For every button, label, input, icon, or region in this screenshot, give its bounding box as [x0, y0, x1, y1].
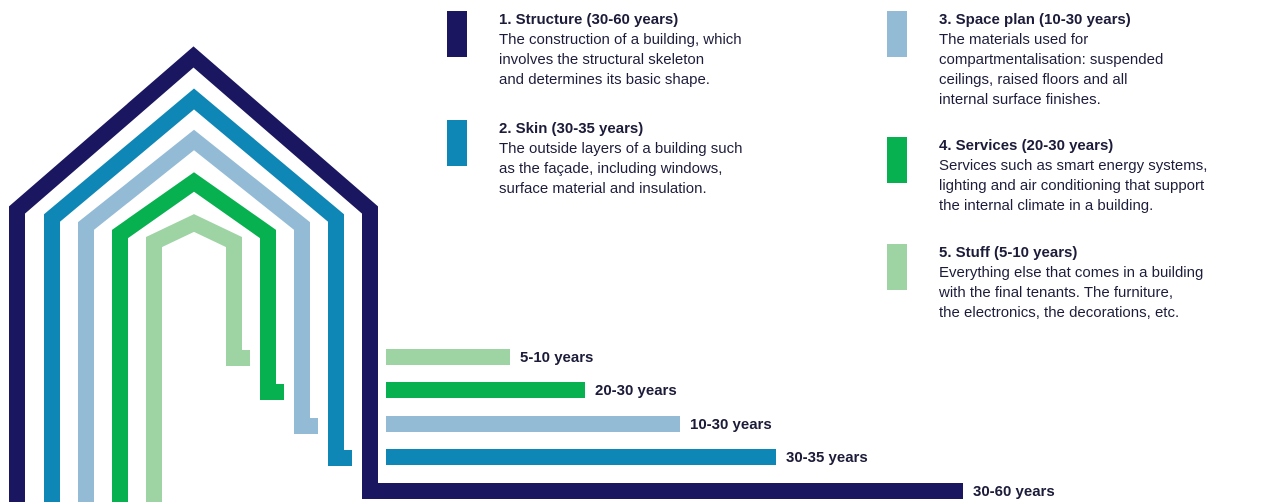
legend-description-services: Services such as smart energy systems, l…: [939, 157, 1208, 214]
bar-label-structure: 30-60 years: [973, 483, 1055, 500]
legend-title-skin: 2. Skin (30-35 years): [499, 120, 644, 137]
legend-swatch-skin: [447, 120, 467, 166]
house-outline-structure: [9, 46, 963, 502]
legend-title-structure: 1. Structure (30-60 years): [499, 11, 679, 28]
bar-label-skin: 30-35 years: [786, 449, 868, 466]
bar-label-space-plan: 10-30 years: [690, 416, 772, 433]
legend-swatch-stuff: [887, 244, 907, 290]
legend-title-space-plan: 3. Space plan (10-30 years): [939, 11, 1131, 28]
legend-description-stuff: Everything else that comes in a building…: [939, 264, 1204, 321]
legend-description-skin: The outside layers of a building such as…: [499, 140, 743, 197]
house-outline-skin: [44, 88, 352, 502]
legend-description-space-plan: The materials used for compartmentalisat…: [939, 31, 1164, 108]
lifespan-bar-space-plan: [386, 416, 680, 432]
lifespan-bar-skin: [386, 449, 776, 465]
lifespan-bar-stuff: [386, 349, 510, 365]
legend-description-structure: The construction of a building, which in…: [499, 31, 742, 88]
legend-swatch-space-plan: [887, 11, 907, 57]
legend-swatch-structure: [447, 11, 467, 57]
bar-label-stuff: 5-10 years: [520, 349, 593, 366]
house-outline-space-plan: [78, 129, 318, 502]
legend-swatch-services: [887, 137, 907, 183]
house-outline-stuff: [146, 214, 250, 502]
bar-label-services: 20-30 years: [595, 382, 677, 399]
house-outline-services: [112, 172, 284, 502]
lifespan-bar-services: [386, 382, 585, 398]
legend-title-services: 4. Services (20-30 years): [939, 137, 1114, 154]
legend-title-stuff: 5. Stuff (5-10 years): [939, 244, 1078, 261]
